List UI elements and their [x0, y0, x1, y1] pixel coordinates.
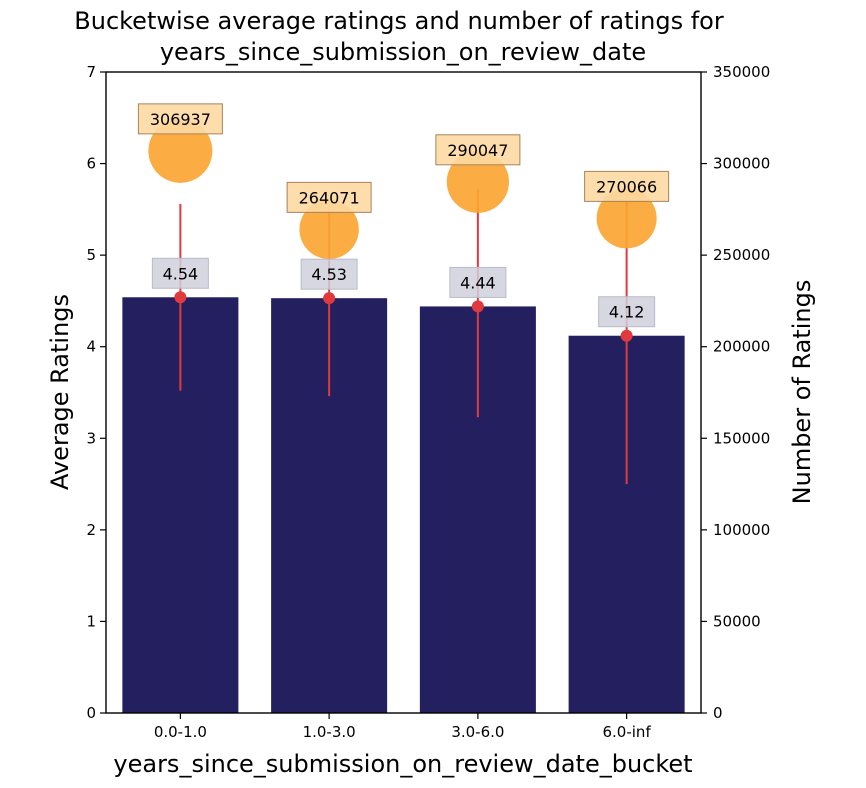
right-y-tick-label: 0	[713, 704, 723, 722]
rating-count-label: 264071	[299, 188, 360, 207]
rating-count-bubble	[299, 199, 359, 260]
chart-title-line-2: years_since_submission_on_review_date	[160, 38, 646, 66]
rating-count-bubble	[596, 188, 657, 249]
left-y-tick-label: 3	[86, 429, 96, 447]
average-rating-label: 4.54	[163, 264, 199, 283]
rating-count-label-box	[286, 181, 372, 213]
plot-frame	[105, 71, 702, 714]
rating-count-label-box	[435, 134, 521, 166]
rating-count-label-box	[137, 103, 223, 135]
right-y-tick-label: 200000	[713, 338, 770, 356]
average-rating-point	[471, 300, 484, 313]
right-y-tick-label: 100000	[713, 521, 770, 539]
right-y-tick-label: 250000	[713, 246, 770, 264]
rating-count-bubble	[446, 150, 509, 213]
right-y-tick-label: 350000	[713, 63, 770, 81]
left-y-axis-label: Average Ratings	[46, 294, 74, 490]
rating-count-label-box	[584, 170, 670, 202]
average-rating-label: 4.44	[460, 273, 496, 292]
plot-area: 4.54 4.53 4.44 4.12 306937 264071 290047 270066	[122, 103, 685, 713]
x-tick-label: 1.0-3.0	[303, 723, 356, 741]
left-y-tick-label: 7	[86, 63, 96, 81]
x-axis: 0.0-1.0 1.0-3.0 3.0-6.0 6.0-inf	[154, 713, 652, 741]
rating-count-label: 306937	[150, 110, 211, 129]
x-axis-label: years_since_submission_on_review_date_bu…	[113, 750, 692, 778]
right-y-tick-label: 150000	[713, 429, 770, 447]
left-y-tick-label: 5	[86, 246, 96, 264]
right-y-axis: 0 50000 100000 150000 200000 250000 300000 3500…	[701, 63, 770, 722]
x-tick-label: 0.0-1.0	[154, 723, 207, 741]
x-tick-label: 6.0-inf	[603, 723, 652, 741]
left-y-tick-label: 4	[86, 338, 96, 356]
x-tick-label: 3.0-6.0	[451, 723, 504, 741]
rating-count-label: 270066	[596, 177, 657, 196]
rating-count-label: 290047	[447, 141, 508, 160]
average-rating-label: 4.12	[609, 303, 645, 322]
right-y-tick-label: 300000	[713, 155, 770, 173]
left-y-tick-label: 6	[86, 155, 96, 173]
right-y-tick-label: 50000	[713, 612, 761, 630]
average-rating-point	[174, 291, 187, 304]
average-rating-label-box	[598, 296, 656, 328]
average-rating-label-box	[449, 266, 507, 298]
left-y-tick-label: 0	[86, 704, 96, 722]
left-y-tick-label: 1	[86, 612, 96, 630]
average-rating-label-box	[300, 258, 358, 290]
left-y-tick-label: 2	[86, 521, 96, 539]
left-y-axis: 0 1 2 3 4 5 6 7	[86, 63, 106, 722]
right-y-axis-label: Number of Ratings	[788, 280, 816, 505]
chart-title-line-1: Bucketwise average ratings and number of…	[74, 7, 724, 35]
average-rating-point	[620, 329, 633, 342]
rating-count-bubble	[148, 118, 213, 183]
average-rating-label: 4.53	[311, 265, 347, 284]
average-rating-label-box	[151, 257, 209, 289]
average-rating-point	[323, 292, 336, 305]
